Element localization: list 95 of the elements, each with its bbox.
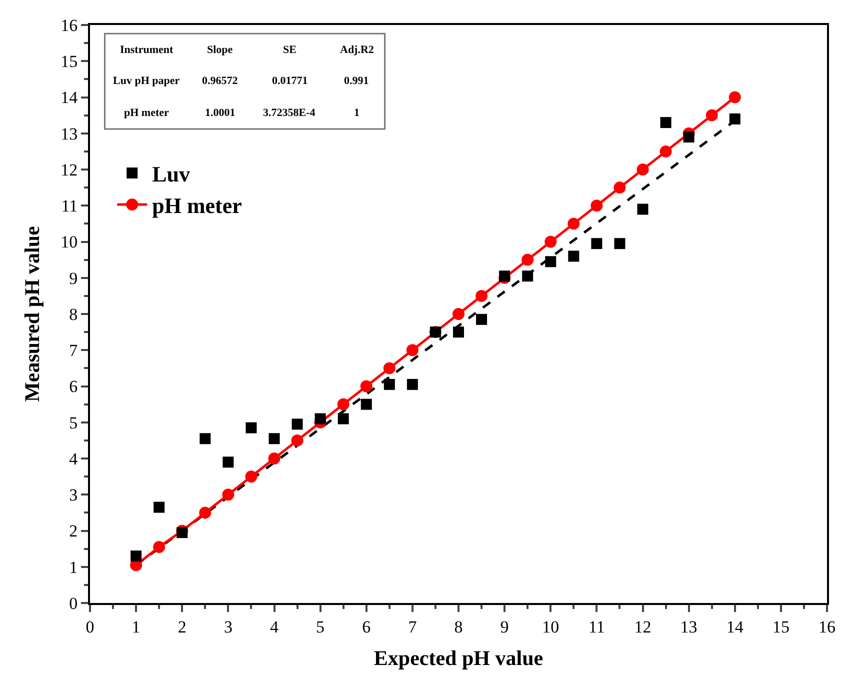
point — [568, 250, 580, 262]
point — [706, 109, 718, 122]
y-tick-label: 14 — [60, 88, 78, 108]
point — [176, 527, 188, 538]
annotation: 3.72358E-4 — [263, 107, 316, 119]
x-tick-label: 9 — [500, 617, 509, 636]
point — [314, 413, 326, 424]
annotation: 0.991 — [344, 75, 369, 87]
point — [453, 326, 464, 338]
y-tick-label: 7 — [69, 341, 78, 360]
point — [222, 488, 234, 501]
legend-label: pH meter — [152, 193, 242, 218]
annotation: 0.96572 — [202, 75, 238, 87]
y-tick-label: 11 — [61, 196, 78, 216]
y-tick-label: 15 — [60, 52, 78, 72]
x-tick-label: 1 — [132, 617, 140, 636]
annotation: SE — [283, 44, 296, 56]
point — [614, 182, 626, 194]
x-tick-label: 12 — [634, 617, 652, 636]
point — [338, 413, 349, 424]
point — [476, 314, 488, 325]
y-tick-label: 10 — [60, 232, 78, 252]
point — [544, 236, 557, 248]
x-axis-title: Expected pH value — [374, 646, 544, 670]
point — [660, 117, 672, 128]
y-axis-title: Measured pH value — [20, 226, 44, 402]
point — [268, 433, 280, 444]
point — [660, 145, 672, 158]
point — [291, 434, 304, 446]
point — [383, 362, 396, 374]
point — [222, 456, 234, 468]
x-tick-label: 10 — [542, 617, 560, 636]
annotation: 1 — [354, 107, 360, 119]
x-tick-label: 15 — [772, 617, 790, 636]
y-tick-label: 5 — [69, 413, 78, 432]
point — [337, 398, 350, 410]
point — [728, 91, 741, 104]
point — [154, 502, 165, 513]
point — [130, 550, 142, 562]
point — [568, 218, 580, 230]
point — [246, 422, 257, 434]
annotation: Adj.R2 — [340, 44, 374, 56]
y-tick-label: 16 — [60, 16, 78, 35]
point — [360, 380, 372, 392]
x-tick-label: 2 — [178, 617, 186, 636]
x-tick-label: 3 — [224, 617, 232, 636]
annotation: pH meter — [124, 107, 170, 119]
point — [268, 452, 280, 464]
point — [476, 290, 488, 302]
y-tick-label: 2 — [69, 522, 78, 541]
x-tick-label: 13 — [680, 617, 698, 636]
x-tick-label: 5 — [316, 617, 325, 636]
y-tick-label: 9 — [69, 268, 78, 288]
point — [545, 256, 556, 268]
point — [200, 433, 211, 444]
x-tick-label: 4 — [270, 617, 279, 636]
x-tick-label: 8 — [454, 617, 463, 636]
point — [360, 398, 372, 410]
y-tick-label: 6 — [69, 377, 78, 396]
x-tick-label: 14 — [726, 617, 744, 636]
point — [522, 254, 534, 266]
point — [292, 418, 303, 430]
x-tick-label: 0 — [86, 617, 94, 636]
annotation: Instrument — [120, 44, 174, 56]
x-tick-label: 7 — [408, 617, 418, 636]
point — [384, 378, 395, 390]
point — [683, 131, 694, 142]
annotation: 1.0001 — [205, 107, 236, 119]
x-tick-label: 6 — [362, 617, 371, 636]
y-tick-label: 0 — [69, 594, 78, 613]
y-tick-label: 1 — [69, 558, 78, 577]
point — [452, 308, 464, 320]
y-tick-label: 3 — [69, 486, 78, 505]
x-tick-label: 16 — [818, 617, 836, 636]
point — [636, 164, 649, 176]
point — [153, 541, 166, 554]
point — [406, 378, 418, 390]
point — [590, 200, 603, 212]
point — [614, 238, 626, 250]
point — [199, 506, 212, 519]
annotation: Luv pH paper — [113, 75, 180, 87]
annotation: Slope — [207, 44, 233, 56]
x-tick-label: 11 — [588, 617, 605, 636]
point — [245, 470, 258, 483]
y-tick-label: 12 — [60, 160, 78, 180]
annotation: 0.01771 — [272, 75, 308, 87]
point — [729, 113, 740, 124]
y-tick-label: 4 — [69, 449, 78, 468]
point — [637, 204, 648, 215]
point — [406, 344, 418, 356]
point — [591, 238, 602, 250]
legend-label: Luv — [152, 162, 190, 187]
point — [522, 270, 534, 282]
y-tick-label: 8 — [69, 304, 78, 324]
y-tick-label: 13 — [60, 124, 78, 144]
